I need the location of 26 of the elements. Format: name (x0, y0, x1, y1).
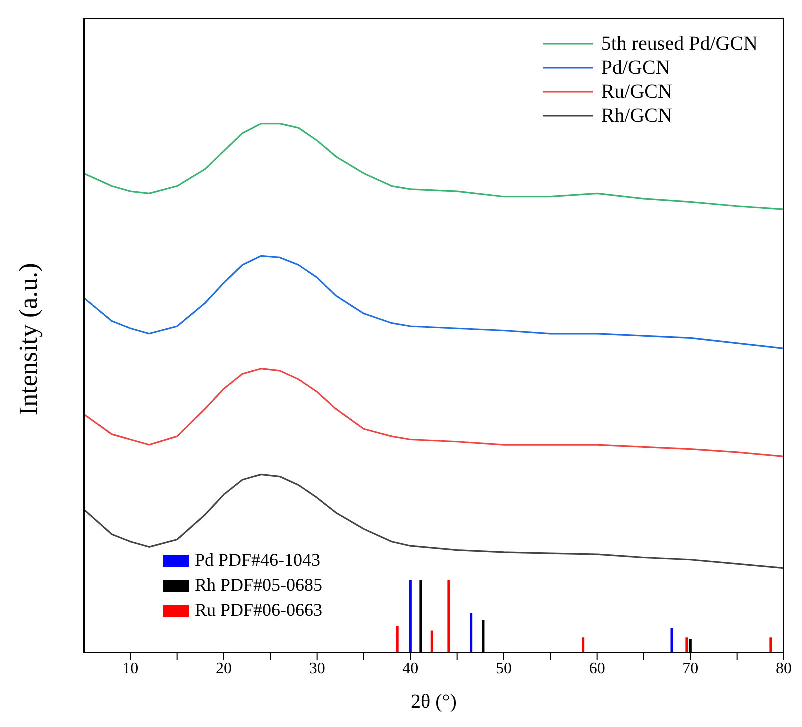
bar (448, 580, 450, 653)
bar (686, 638, 688, 653)
bar (409, 580, 412, 653)
bar (582, 638, 585, 653)
legend-label: Rh PDF#05-0685 (195, 574, 323, 597)
x-tick-label: 80 (776, 660, 792, 678)
x-tick-label: 50 (496, 660, 512, 678)
bar (470, 613, 473, 653)
legend-label: 5th reused Pd/GCN (601, 32, 758, 56)
x-tick-label: 20 (216, 660, 232, 678)
bar (396, 626, 399, 653)
x-axis-title: 2θ (°) (411, 691, 457, 713)
legend-label: Ru/GCN (601, 80, 672, 104)
x-tick-label: 10 (122, 660, 139, 678)
bar (670, 628, 674, 653)
x-tick-label: 60 (589, 660, 606, 678)
legend-label: Rh/GCN (601, 104, 672, 128)
y-axis-title: Intensity (a.u.) (14, 263, 44, 416)
legend-label: Pd PDF#46-1043 (195, 549, 321, 572)
x-tick-label: 30 (309, 660, 326, 678)
bar (430, 630, 434, 653)
x-tick-label: 40 (402, 660, 419, 678)
x-tick-label: 70 (682, 660, 699, 678)
legend-label: Ru PDF#06-0663 (195, 599, 323, 622)
bar (770, 638, 772, 653)
legend-label: Pd/GCN (601, 56, 670, 80)
